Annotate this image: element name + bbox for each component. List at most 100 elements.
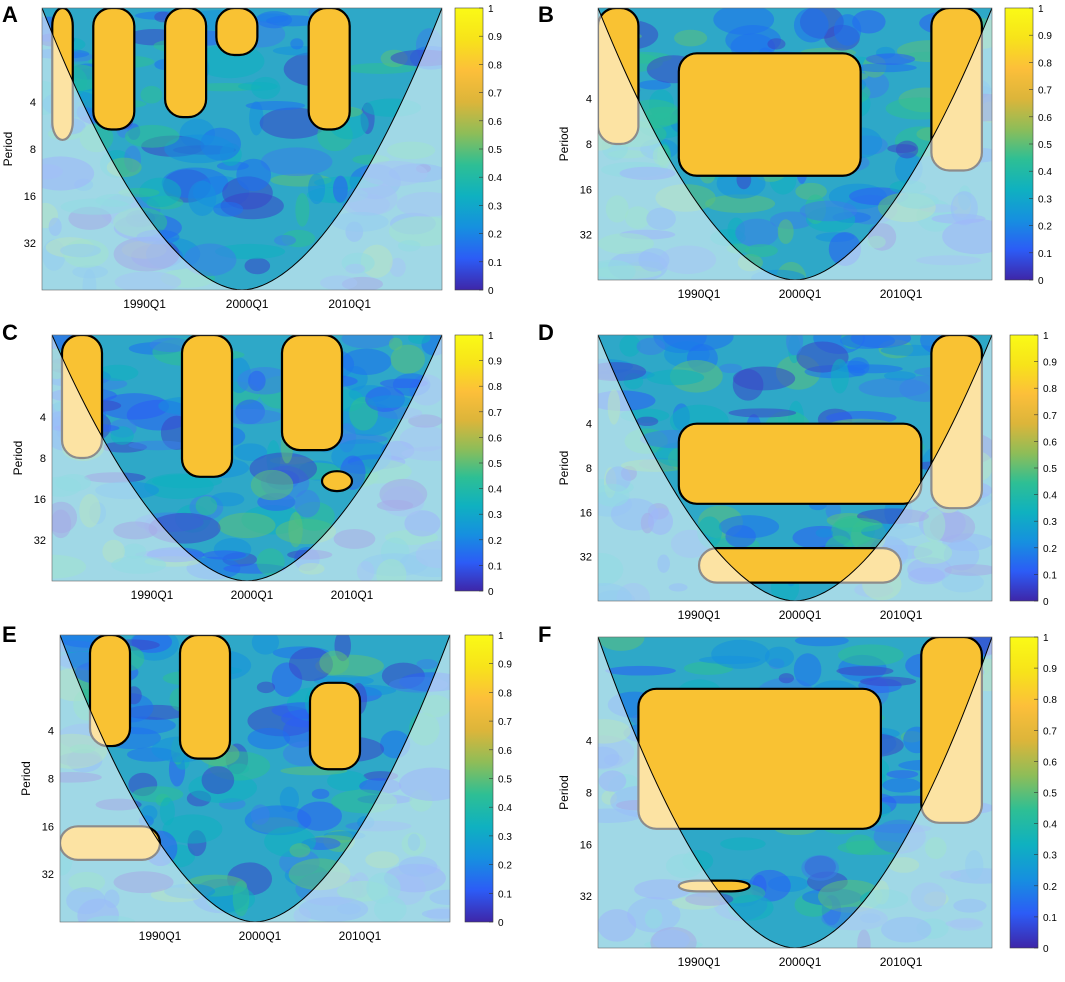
coherence-texture [834, 518, 883, 533]
panel-letter: B [538, 2, 554, 27]
high-coherence-region [320, 470, 354, 493]
coherence-texture [718, 515, 780, 539]
coherence-texture [249, 101, 264, 136]
y-tick-label: 4 [30, 97, 36, 109]
high-coherence-region [677, 52, 862, 177]
coherence-texture [735, 218, 779, 248]
colorbar-tick-label: 0.9 [498, 660, 512, 671]
coherence-texture [732, 366, 796, 391]
cone-of-influence-shade [795, 637, 992, 948]
colorbar-tick-label: 0 [1043, 597, 1049, 608]
colorbar-tick-label: 0.6 [498, 746, 512, 757]
x-tick-label: 2010Q1 [880, 608, 923, 622]
coherence-texture [719, 363, 743, 374]
colorbar: 0 0.1 0.2 0.3 0.4 0.5 0.6 0.7 0.8 0.9 1 [454, 4, 502, 297]
high-coherence-region [677, 422, 923, 505]
colorbar-tick-label: 0.5 [1043, 789, 1057, 800]
y-tick-label: 4 [586, 94, 592, 106]
colorbar-gradient [464, 634, 494, 923]
cone-of-influence-shade [60, 635, 255, 922]
coherence-texture [727, 894, 774, 921]
coherence-texture [744, 244, 778, 258]
panel-letter: F [538, 622, 552, 647]
colorbar-tick-label: 0.5 [488, 145, 502, 156]
coherence-texture [213, 201, 244, 217]
coherence-texture [883, 371, 916, 381]
cone-of-influence-line [598, 335, 992, 601]
y-axis-label: Period [19, 761, 33, 796]
y-axis-label: Period [557, 127, 571, 162]
coherence-texture [162, 814, 223, 844]
y-tick-label: 4 [48, 726, 54, 738]
coherence-texture [793, 653, 822, 687]
coherence-texture [279, 786, 299, 813]
colorbar-tick-label: 0.7 [1043, 411, 1057, 422]
colorbar-tick-label: 0.9 [488, 32, 502, 43]
coherence-texture [332, 175, 348, 203]
colorbar-gradient [1009, 636, 1039, 949]
colorbar: 0 0.1 0.2 0.3 0.4 0.5 0.6 0.7 0.8 0.9 1 [454, 331, 502, 598]
coherence-texture [795, 637, 849, 647]
high-coherence-region [88, 635, 132, 748]
coherence-texture [705, 194, 776, 213]
x-tick-label: 1990Q1 [131, 588, 174, 602]
x-tick-label: 2000Q1 [239, 929, 282, 943]
coherence-texture [290, 38, 304, 50]
coherence-texture [662, 335, 734, 352]
cone-of-influence-shade [255, 635, 450, 922]
colorbar-tick-label: 0.9 [1038, 31, 1052, 42]
cone-of-influence-shade [42, 8, 242, 290]
coherence-texture [232, 880, 250, 917]
x-tick-label: 2000Q1 [226, 297, 269, 311]
high-coherence-region [637, 687, 882, 830]
colorbar-tick-label: 0.1 [1038, 249, 1052, 260]
colorbar-tick-label: 0.8 [1038, 58, 1052, 69]
coherence-texture [764, 646, 795, 668]
colorbar-tick-label: 0.7 [498, 717, 512, 728]
colorbar-tick-label: 0.3 [488, 510, 502, 521]
colorbar-tick-label: 0.8 [1043, 695, 1057, 706]
cone-of-influence-shade [247, 335, 442, 581]
colorbar-tick-label: 0.5 [1038, 140, 1052, 151]
coherence-texture [159, 797, 175, 826]
colorbar-tick-label: 0.1 [488, 561, 502, 572]
colorbar-tick-label: 0.9 [1043, 664, 1057, 675]
panel-letter: A [2, 2, 18, 27]
coherence-texture [183, 243, 237, 277]
wavelet-plot-c: 4 8 16 32 Period 1990Q1 2000Q1 2010Q1 [11, 334, 443, 602]
coherence-texture [598, 637, 645, 651]
y-tick-label: 32 [34, 535, 46, 547]
colorbar-tick-label: 0.8 [498, 688, 512, 699]
coherence-texture [99, 393, 170, 420]
coherence-texture [289, 843, 311, 858]
panel-letter: D [538, 320, 554, 345]
colorbar-tick-label: 0.2 [1043, 882, 1057, 893]
colorbar-tick-label: 0.3 [498, 832, 512, 843]
colorbar-tick-label: 0 [488, 286, 494, 297]
coherence-texture [308, 173, 326, 205]
coherence-texture [815, 528, 834, 538]
colorbar-tick-label: 0.1 [1043, 570, 1057, 581]
plot-frame [597, 334, 993, 602]
y-tick-label: 8 [586, 788, 592, 800]
cone-of-influence-line [42, 8, 442, 290]
colorbar-tick-label: 0.3 [1043, 851, 1057, 862]
colorbar-tick-label: 0.3 [488, 201, 502, 212]
y-axis-label: Period [11, 441, 25, 476]
colorbar-tick-label: 0.6 [1043, 437, 1057, 448]
colorbar-tick-label: 0.1 [1043, 913, 1057, 924]
coherence-texture [636, 337, 666, 356]
coherence-texture [646, 369, 705, 386]
coherence-texture [251, 635, 280, 655]
coherence-texture [786, 335, 804, 356]
coherence-texture [778, 673, 795, 684]
coherence-texture [256, 681, 276, 694]
coherence-texture [801, 855, 839, 881]
coherence-texture [777, 219, 794, 244]
x-tick-label: 2010Q1 [339, 929, 382, 943]
coherence-texture [833, 14, 862, 46]
coherence-texture [266, 15, 320, 27]
wavelet-plot-f: 4 8 16 32 Period 1990Q1 2000Q1 2010Q1 [557, 636, 993, 969]
colorbar: 0 0.1 0.2 0.3 0.4 0.5 0.6 0.7 0.8 0.9 1 [1009, 331, 1057, 608]
colorbar-tick-label: 0.7 [1038, 86, 1052, 97]
